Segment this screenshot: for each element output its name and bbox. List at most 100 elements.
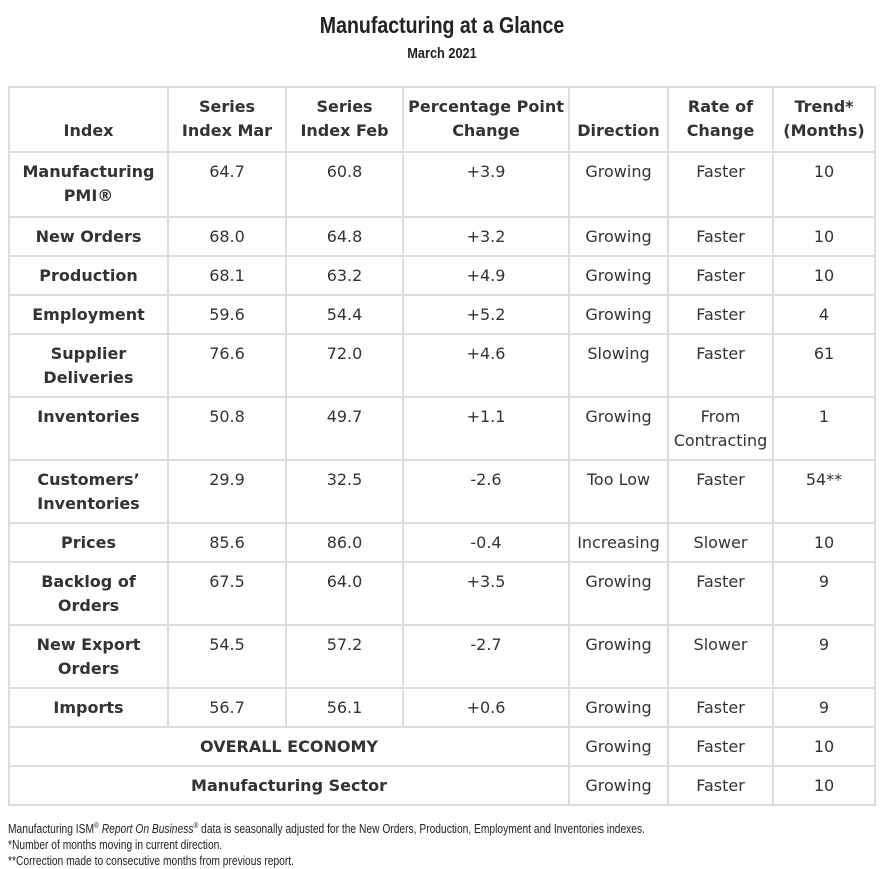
cell-direction: Increasing bbox=[568, 522, 669, 563]
cell-pp-change: +0.6 bbox=[402, 687, 570, 728]
table-row: Production 68.1 63.2 +4.9 Growing Faster 10 bbox=[8, 255, 876, 296]
cell-pp-change: +3.5 bbox=[402, 561, 570, 626]
column-header: Trend* (Months) bbox=[772, 86, 876, 153]
cell-rate-of-change: Faster bbox=[667, 459, 774, 524]
cell-direction: Growing bbox=[568, 726, 669, 767]
cell-series-feb: 60.8 bbox=[285, 151, 404, 218]
cell-series-mar: 56.7 bbox=[167, 687, 287, 728]
cell-index: New Export Orders bbox=[8, 624, 169, 689]
footnote-trend: *Number of months moving in current dire… bbox=[8, 838, 223, 853]
cell-direction: Growing bbox=[568, 765, 669, 806]
cell-series-mar: 76.6 bbox=[167, 333, 287, 398]
cell-rate-of-change: Slower bbox=[667, 624, 774, 689]
cell-summary-label: OVERALL ECONOMY bbox=[8, 726, 570, 767]
registered-mark: ® bbox=[94, 821, 99, 830]
cell-rate-of-change: Faster bbox=[667, 687, 774, 728]
cell-pp-change: -2.6 bbox=[402, 459, 570, 524]
table-row: Employment 59.6 54.4 +5.2 Growing Faster 4 bbox=[8, 294, 876, 335]
cell-index: Customers’ Inventories bbox=[8, 459, 169, 524]
cell-trend: 9 bbox=[772, 687, 876, 728]
cell-series-feb: 49.7 bbox=[285, 396, 404, 461]
cell-pp-change: +1.1 bbox=[402, 396, 570, 461]
cell-direction: Growing bbox=[568, 687, 669, 728]
cell-direction: Too Low bbox=[568, 459, 669, 524]
cell-rate-of-change: Faster bbox=[667, 765, 774, 806]
table-row: New Export Orders 54.5 57.2 -2.7 Growing Slow… bbox=[8, 624, 876, 689]
cell-series-feb: 57.2 bbox=[285, 624, 404, 689]
glance-table: Index Series Index Mar Series Index Feb Per… bbox=[8, 86, 876, 806]
cell-direction: Growing bbox=[568, 216, 669, 257]
summary-row: Manufacturing Sector Growing Faster 10 bbox=[8, 765, 876, 806]
note-italic: Report On Business bbox=[101, 822, 194, 837]
header-row: Index Series Index Mar Series Index Feb Per… bbox=[8, 86, 876, 153]
column-header: Index bbox=[8, 86, 169, 153]
page-title: Manufacturing at a Glance bbox=[319, 12, 565, 38]
cell-rate-of-change: Faster bbox=[667, 294, 774, 335]
column-header: Percentage Point Change bbox=[402, 86, 570, 153]
cell-rate-of-change: From Contracting bbox=[667, 396, 774, 461]
footnote-seasonal: Manufacturing ISM® Report On Business® d… bbox=[8, 818, 645, 837]
cell-series-feb: 86.0 bbox=[285, 522, 404, 563]
cell-trend: 4 bbox=[772, 294, 876, 335]
cell-direction: Slowing bbox=[568, 333, 669, 398]
cell-index: New Orders bbox=[8, 216, 169, 257]
cell-pp-change: -0.4 bbox=[402, 522, 570, 563]
cell-series-mar: 67.5 bbox=[167, 561, 287, 626]
cell-trend: 10 bbox=[772, 255, 876, 296]
cell-series-feb: 56.1 bbox=[285, 687, 404, 728]
table-row: New Orders 68.0 64.8 +3.2 Growing Faster 10 bbox=[8, 216, 876, 257]
note-text: data is seasonally adjusted for the New … bbox=[198, 822, 645, 837]
cell-rate-of-change: Faster bbox=[667, 726, 774, 767]
cell-trend: 61 bbox=[772, 333, 876, 398]
cell-series-mar: 64.7 bbox=[167, 151, 287, 218]
cell-direction: Growing bbox=[568, 396, 669, 461]
cell-series-mar: 59.6 bbox=[167, 294, 287, 335]
cell-rate-of-change: Faster bbox=[667, 216, 774, 257]
note-text: Manufacturing ISM bbox=[8, 822, 95, 837]
cell-pp-change: +5.2 bbox=[402, 294, 570, 335]
cell-series-feb: 72.0 bbox=[285, 333, 404, 398]
table-row: Customers’ Inventories 29.9 32.5 -2.6 Too Lo… bbox=[8, 459, 876, 524]
table-row: Manufacturing PMI® 64.7 60.8 +3.9 Growing Fas… bbox=[8, 151, 876, 218]
cell-trend: 10 bbox=[772, 765, 876, 806]
table-row: Supplier Deliveries 76.6 72.0 +4.6 Slowing Fa… bbox=[8, 333, 876, 398]
page-subtitle: March 2021 bbox=[407, 45, 477, 62]
table-row: Prices 85.6 86.0 -0.4 Increasing Slower 10 bbox=[8, 522, 876, 563]
cell-trend: 1 bbox=[772, 396, 876, 461]
cell-series-mar: 29.9 bbox=[167, 459, 287, 524]
footnote-correction: **Correction made to consecutive months … bbox=[8, 854, 295, 869]
table-row: Imports 56.7 56.1 +0.6 Growing Faster 9 bbox=[8, 687, 876, 728]
cell-series-mar: 68.1 bbox=[167, 255, 287, 296]
registered-mark: ® bbox=[193, 821, 199, 830]
cell-series-feb: 64.0 bbox=[285, 561, 404, 626]
cell-trend: 9 bbox=[772, 561, 876, 626]
cell-pp-change: -2.7 bbox=[402, 624, 570, 689]
cell-index: Production bbox=[8, 255, 169, 296]
cell-direction: Growing bbox=[568, 561, 669, 626]
column-header: Rate of Change bbox=[667, 86, 774, 153]
cell-direction: Growing bbox=[568, 255, 669, 296]
cell-trend: 10 bbox=[772, 726, 876, 767]
cell-series-feb: 63.2 bbox=[285, 255, 404, 296]
column-header: Series Index Feb bbox=[285, 86, 404, 153]
cell-index: Imports bbox=[8, 687, 169, 728]
cell-index: Inventories bbox=[8, 396, 169, 461]
cell-pp-change: +4.9 bbox=[402, 255, 570, 296]
cell-index: Employment bbox=[8, 294, 169, 335]
column-header: Series Index Mar bbox=[167, 86, 287, 153]
cell-series-feb: 32.5 bbox=[285, 459, 404, 524]
cell-index: Supplier Deliveries bbox=[8, 333, 169, 398]
cell-trend: 54** bbox=[772, 459, 876, 524]
cell-rate-of-change: Faster bbox=[667, 151, 774, 218]
cell-trend: 9 bbox=[772, 624, 876, 689]
cell-pp-change: +4.6 bbox=[402, 333, 570, 398]
cell-pp-change: +3.2 bbox=[402, 216, 570, 257]
cell-summary-label: Manufacturing Sector bbox=[8, 765, 570, 806]
column-header: Direction bbox=[568, 86, 669, 153]
cell-rate-of-change: Faster bbox=[667, 561, 774, 626]
cell-direction: Growing bbox=[568, 624, 669, 689]
cell-trend: 10 bbox=[772, 216, 876, 257]
cell-trend: 10 bbox=[772, 151, 876, 218]
cell-rate-of-change: Faster bbox=[667, 333, 774, 398]
table-row: Backlog of Orders 67.5 64.0 +3.5 Growing Fast… bbox=[8, 561, 876, 626]
